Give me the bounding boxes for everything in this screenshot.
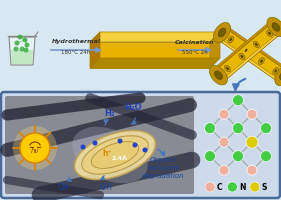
Ellipse shape bbox=[268, 32, 271, 35]
Circle shape bbox=[205, 123, 216, 134]
Circle shape bbox=[13, 46, 19, 51]
Ellipse shape bbox=[228, 36, 234, 43]
Circle shape bbox=[20, 133, 50, 163]
Circle shape bbox=[232, 151, 244, 162]
Ellipse shape bbox=[274, 69, 277, 73]
Text: S: S bbox=[262, 182, 267, 192]
Ellipse shape bbox=[255, 43, 258, 46]
Ellipse shape bbox=[245, 49, 248, 52]
Text: C: C bbox=[217, 182, 223, 192]
Text: hν: hν bbox=[31, 148, 39, 154]
Ellipse shape bbox=[259, 58, 264, 65]
Circle shape bbox=[247, 165, 257, 175]
Circle shape bbox=[260, 151, 271, 162]
Circle shape bbox=[19, 46, 24, 51]
Ellipse shape bbox=[273, 68, 278, 74]
Polygon shape bbox=[222, 31, 281, 81]
Ellipse shape bbox=[228, 35, 268, 69]
Polygon shape bbox=[217, 37, 280, 82]
Circle shape bbox=[13, 126, 57, 170]
Ellipse shape bbox=[230, 40, 274, 70]
Circle shape bbox=[24, 43, 30, 47]
Polygon shape bbox=[90, 32, 220, 42]
Text: H₂: H₂ bbox=[105, 108, 115, 117]
FancyBboxPatch shape bbox=[1, 92, 280, 198]
Text: Organic
pollutant
degradation: Organic pollutant degradation bbox=[142, 157, 184, 179]
Text: 550°C 2h: 550°C 2h bbox=[182, 50, 208, 55]
Ellipse shape bbox=[214, 71, 223, 79]
Text: OH⁻: OH⁻ bbox=[57, 184, 73, 192]
Polygon shape bbox=[9, 37, 35, 65]
Circle shape bbox=[15, 40, 19, 46]
Polygon shape bbox=[225, 26, 281, 71]
Text: h⁺: h⁺ bbox=[102, 148, 112, 158]
Circle shape bbox=[232, 95, 244, 106]
Circle shape bbox=[227, 182, 237, 192]
Ellipse shape bbox=[260, 60, 263, 63]
Text: 180°C 24h: 180°C 24h bbox=[61, 50, 91, 55]
Polygon shape bbox=[213, 21, 272, 71]
Text: H₂O: H₂O bbox=[124, 102, 142, 112]
Circle shape bbox=[80, 144, 85, 150]
Ellipse shape bbox=[267, 17, 281, 37]
Ellipse shape bbox=[225, 65, 231, 72]
Ellipse shape bbox=[72, 127, 148, 183]
Ellipse shape bbox=[280, 71, 281, 80]
Ellipse shape bbox=[253, 41, 259, 48]
Ellipse shape bbox=[213, 22, 231, 43]
FancyBboxPatch shape bbox=[5, 96, 194, 194]
Circle shape bbox=[246, 136, 258, 148]
Circle shape bbox=[117, 138, 123, 144]
Ellipse shape bbox=[218, 28, 226, 37]
Polygon shape bbox=[215, 23, 281, 81]
Polygon shape bbox=[210, 32, 220, 68]
Polygon shape bbox=[90, 58, 220, 68]
Ellipse shape bbox=[210, 65, 228, 85]
Text: N: N bbox=[239, 182, 246, 192]
Ellipse shape bbox=[226, 67, 229, 70]
Circle shape bbox=[205, 182, 215, 192]
Circle shape bbox=[22, 38, 28, 43]
Polygon shape bbox=[90, 32, 100, 68]
Ellipse shape bbox=[74, 130, 156, 180]
Circle shape bbox=[219, 165, 229, 175]
Ellipse shape bbox=[239, 53, 245, 60]
Text: Calcination: Calcination bbox=[175, 40, 215, 45]
Polygon shape bbox=[90, 42, 210, 68]
Text: 2.4Å: 2.4Å bbox=[112, 156, 128, 160]
Circle shape bbox=[92, 140, 98, 146]
Circle shape bbox=[142, 148, 148, 152]
Circle shape bbox=[219, 137, 229, 147]
Circle shape bbox=[219, 109, 229, 119]
Ellipse shape bbox=[82, 136, 148, 174]
Ellipse shape bbox=[243, 47, 249, 54]
Circle shape bbox=[17, 34, 22, 40]
Polygon shape bbox=[217, 28, 281, 82]
Text: ·OH: ·OH bbox=[98, 184, 112, 192]
Circle shape bbox=[247, 109, 257, 119]
Ellipse shape bbox=[230, 38, 232, 41]
Ellipse shape bbox=[91, 142, 139, 168]
Ellipse shape bbox=[272, 23, 280, 31]
Ellipse shape bbox=[266, 30, 273, 37]
Ellipse shape bbox=[275, 66, 281, 86]
Circle shape bbox=[232, 123, 244, 134]
Circle shape bbox=[250, 182, 260, 192]
Circle shape bbox=[205, 151, 216, 162]
Circle shape bbox=[133, 142, 137, 148]
Text: Hydrothermal: Hydrothermal bbox=[51, 40, 101, 45]
Circle shape bbox=[24, 47, 28, 52]
Polygon shape bbox=[11, 50, 33, 64]
Ellipse shape bbox=[241, 55, 243, 58]
Circle shape bbox=[260, 123, 271, 134]
